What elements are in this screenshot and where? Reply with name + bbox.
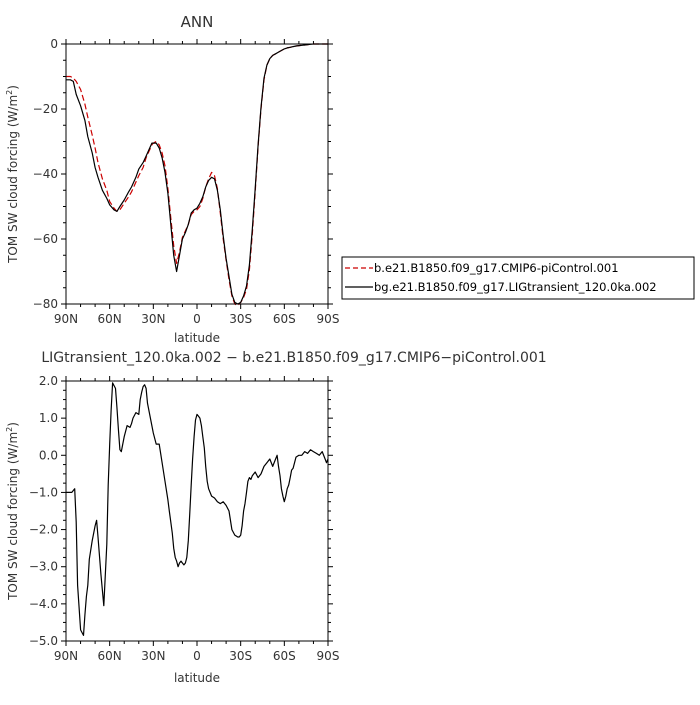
top-plot-frame — [65, 43, 329, 305]
bottom-xtick-label-2: 30N — [141, 649, 165, 663]
top-x-axis-label: latitude — [174, 331, 220, 345]
legend-label-lig: bg.e21.B1850.f09_g17.LIGtransient_120.0k… — [374, 280, 657, 294]
bottom-chart: LIGtransient_120.0ka.002 − b.e21.B1850.f… — [5, 350, 547, 685]
top-ytick-label-1: −20 — [33, 102, 58, 116]
top-ytick-label-2: −40 — [33, 167, 58, 181]
bottom-plot-frame — [65, 380, 329, 642]
top-xtick-label-3: 0 — [193, 312, 201, 326]
bottom-x-ticks: 90N 60N 30N 0 30S 60S 90S — [54, 376, 340, 663]
bottom-series-line-0 — [66, 382, 329, 637]
bottom-xtick-label-5: 60S — [273, 649, 296, 663]
top-xtick-label-6: 90S — [317, 312, 340, 326]
bottom-xtick-label-1: 60N — [98, 649, 122, 663]
top-ytick-label-0: 0 — [50, 37, 58, 51]
legend-label-ctrl: b.e21.B1850.f09_g17.CMIP6-piControl.001 — [374, 261, 619, 275]
top-series-group — [66, 43, 328, 307]
top-y-axis-label-tail: ) — [6, 85, 20, 90]
bottom-xtick-label-0: 90N — [54, 649, 78, 663]
legend-box — [341, 256, 695, 300]
bottom-y-axis-label-tail: ) — [6, 422, 20, 427]
top-y-axis-label-sup: 2 — [5, 90, 14, 95]
bottom-xtick-label-3: 0 — [193, 649, 201, 663]
top-xtick-label-0: 90N — [54, 312, 78, 326]
bottom-ytick-label-3: −1.0 — [29, 485, 58, 499]
bottom-y-ticks: 2.0 1.0 0.0 −1.0 −2.0 −3.0 −4.0 −5.0 — [29, 374, 333, 648]
top-y-ticks: 0 −20 −40 −60 −80 — [33, 37, 333, 311]
top-chart: ANN 0 −20 −40 −60 −80 90N 60N 30N 0 30S 60S 90S la… — [5, 13, 695, 345]
top-title: ANN — [181, 13, 214, 31]
top-xtick-label-1: 60N — [98, 312, 122, 326]
bottom-xtick-label-6: 90S — [317, 649, 340, 663]
top-series-line-0 — [66, 43, 328, 307]
top-xtick-label-5: 60S — [273, 312, 296, 326]
top-xtick-label-4: 30S — [229, 312, 252, 326]
top-series-line-1 — [66, 43, 328, 305]
top-xtick-label-2: 30N — [141, 312, 165, 326]
top-y-axis-label: TOM SW cloud forcing (W/m2) — [5, 85, 20, 264]
bottom-x-axis-label: latitude — [174, 671, 220, 685]
bottom-y-axis-label: TOM SW cloud forcing (W/m2) — [5, 422, 20, 601]
bottom-ytick-label-5: −3.0 — [29, 560, 58, 574]
top-x-ticks: 90N 60N 30N 0 30S 60S 90S — [54, 39, 340, 326]
bottom-series-group — [66, 382, 329, 637]
bottom-ytick-label-4: −2.0 — [29, 523, 58, 537]
top-ytick-label-3: −60 — [33, 232, 58, 246]
bottom-title: LIGtransient_120.0ka.002 − b.e21.B1850.f… — [41, 350, 546, 366]
top-ytick-label-4: −80 — [33, 297, 58, 311]
bottom-ytick-label-1: 1.0 — [39, 411, 58, 425]
top-y-axis-label-main: TOM SW cloud forcing (W/m — [6, 95, 20, 264]
bottom-ytick-label-6: −4.0 — [29, 597, 58, 611]
bottom-ytick-label-2: 0.0 — [39, 448, 58, 462]
bottom-ytick-label-7: −5.0 — [29, 634, 58, 648]
bottom-xtick-label-4: 30S — [229, 649, 252, 663]
bottom-y-axis-label-main: TOM SW cloud forcing (W/m — [6, 432, 20, 601]
bottom-ytick-label-0: 2.0 — [39, 374, 58, 388]
bottom-y-axis-label-sup: 2 — [5, 427, 14, 432]
top-legend: b.e21.B1850.f09_g17.CMIP6-piControl.001 … — [341, 256, 695, 300]
